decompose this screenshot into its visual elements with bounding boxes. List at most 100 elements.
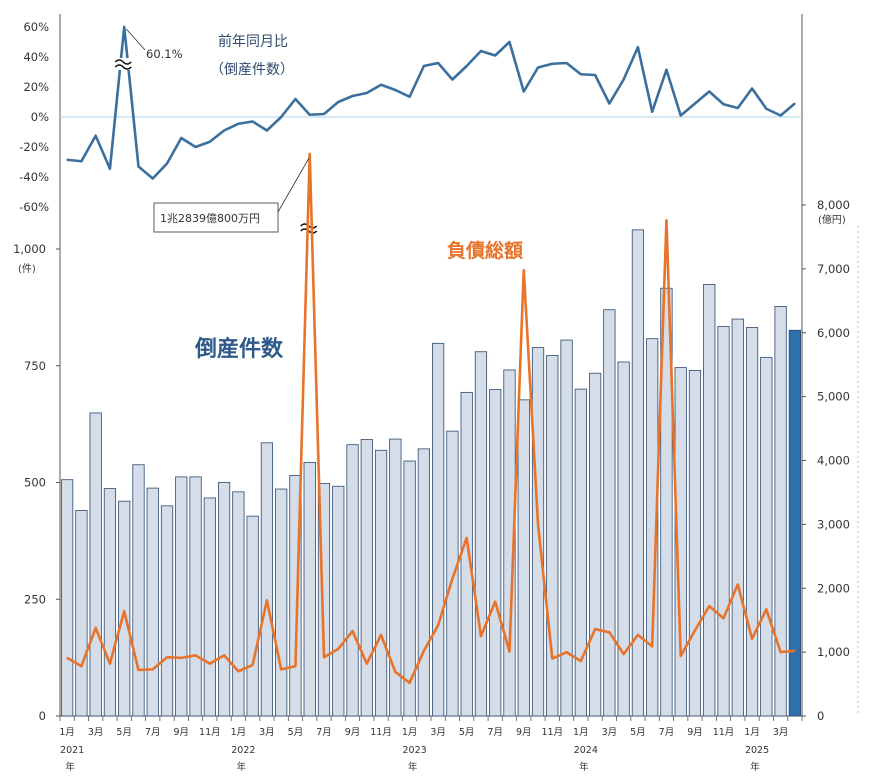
bar xyxy=(460,391,473,717)
bar xyxy=(674,367,687,717)
yoy-point xyxy=(94,134,97,137)
bar xyxy=(146,487,159,717)
bar xyxy=(646,338,659,717)
yoy-point xyxy=(465,65,468,67)
bar xyxy=(417,448,430,717)
x-month-label: 9月 xyxy=(174,727,190,738)
yoy-subtitle: （倒産件数） xyxy=(210,62,294,78)
debt-point xyxy=(380,634,382,636)
x-month-label: 3月 xyxy=(773,727,789,738)
debt-point xyxy=(580,660,582,662)
x-month-label: 11月 xyxy=(199,727,221,738)
bar xyxy=(503,369,516,717)
x-month-label: 3月 xyxy=(88,727,104,738)
x-month-label: 7月 xyxy=(659,727,675,738)
yoy-y-tick-label: -40% xyxy=(19,170,49,184)
debt-point xyxy=(722,617,725,620)
bar xyxy=(660,287,673,717)
debt-point xyxy=(779,651,782,653)
debt-point xyxy=(451,577,454,580)
axis-break-mark xyxy=(114,64,132,70)
debt-point xyxy=(751,637,753,640)
x-month-label: 11月 xyxy=(370,727,392,738)
bar xyxy=(189,476,202,717)
yoy-point xyxy=(679,114,682,117)
debt-series-label: 負債総額 xyxy=(447,239,523,262)
debt-point xyxy=(266,599,268,602)
debt-point xyxy=(622,653,625,655)
bar xyxy=(717,326,730,717)
debt-point xyxy=(308,153,311,155)
x-month-label: 5月 xyxy=(288,727,304,738)
yoy-point xyxy=(365,92,368,94)
bar xyxy=(389,438,402,717)
debt-y-tick-label: 7,000 xyxy=(817,262,850,276)
bar xyxy=(546,355,559,717)
x-month-label: 11月 xyxy=(713,727,735,738)
bar xyxy=(403,460,416,717)
bar xyxy=(175,476,188,717)
count-y-tick-label: 1,000 xyxy=(13,242,46,256)
bar xyxy=(89,412,102,717)
debt-point xyxy=(337,648,340,650)
yoy-point xyxy=(736,107,739,109)
yoy-point xyxy=(123,26,126,28)
x-month-label: 7月 xyxy=(145,727,161,738)
debt-point xyxy=(508,650,511,653)
debt-y-tick-label: 6,000 xyxy=(817,326,850,340)
x-month-label: 9月 xyxy=(687,727,703,738)
debt-point xyxy=(351,630,354,632)
yoy-point xyxy=(408,95,411,98)
yoy-point xyxy=(209,140,211,143)
yoy-point xyxy=(522,90,525,93)
count-y-tick-label: 750 xyxy=(24,359,46,373)
debt-point xyxy=(423,650,425,652)
x-month-label: 7月 xyxy=(487,727,503,738)
yoy-point xyxy=(137,165,140,168)
bar xyxy=(774,306,787,717)
bar xyxy=(103,488,117,717)
count-series-label: 倒産件数 xyxy=(194,336,284,362)
bar xyxy=(574,388,587,717)
x-month-label: 9月 xyxy=(516,727,532,738)
debt-point xyxy=(109,662,111,665)
yoy-y-tick-label: 60% xyxy=(23,20,49,34)
ticks-layer: 60% 40% 20% 0% -20% -40% -60% 1,000 750 500 250 0 8,… xyxy=(13,20,850,773)
x-month-label: 9月 xyxy=(345,727,361,738)
yoy-point xyxy=(480,50,482,52)
debt-point xyxy=(565,651,568,653)
yoy-point xyxy=(565,62,568,64)
debt-point xyxy=(280,668,282,671)
debt-point xyxy=(137,669,140,671)
debt-point xyxy=(251,664,254,666)
debt-point xyxy=(694,629,696,632)
yoy-y-tick-label: -20% xyxy=(19,140,49,154)
debt-point xyxy=(94,627,97,629)
debt-y-tick-label: 5,000 xyxy=(817,390,850,404)
debt-y-tick-label: 1,000 xyxy=(817,645,850,659)
yoy-point xyxy=(651,110,653,113)
bar xyxy=(260,442,274,717)
yoy-y-tick-label: 0% xyxy=(31,110,49,124)
debt-point xyxy=(66,657,68,659)
x-year-label: 2022 xyxy=(231,745,255,756)
debt-point xyxy=(494,600,497,603)
bar xyxy=(346,444,359,717)
bars-layer xyxy=(61,229,801,717)
yoy-point xyxy=(508,41,511,43)
bar xyxy=(360,439,373,717)
yoy-point xyxy=(708,90,711,93)
yoy-y-tick-label: -60% xyxy=(19,200,49,214)
bar xyxy=(731,318,744,717)
bar xyxy=(588,372,602,717)
debt-point xyxy=(794,650,796,652)
yoy-point xyxy=(437,62,439,64)
bar xyxy=(474,351,488,717)
debt-point xyxy=(237,670,240,673)
yoy-point xyxy=(765,107,768,110)
bar xyxy=(246,515,259,717)
debt-point xyxy=(151,668,154,671)
yoy-series-line xyxy=(66,25,796,180)
axis-break-gap xyxy=(116,58,133,70)
debt-unit-label: (億円) xyxy=(818,213,846,226)
